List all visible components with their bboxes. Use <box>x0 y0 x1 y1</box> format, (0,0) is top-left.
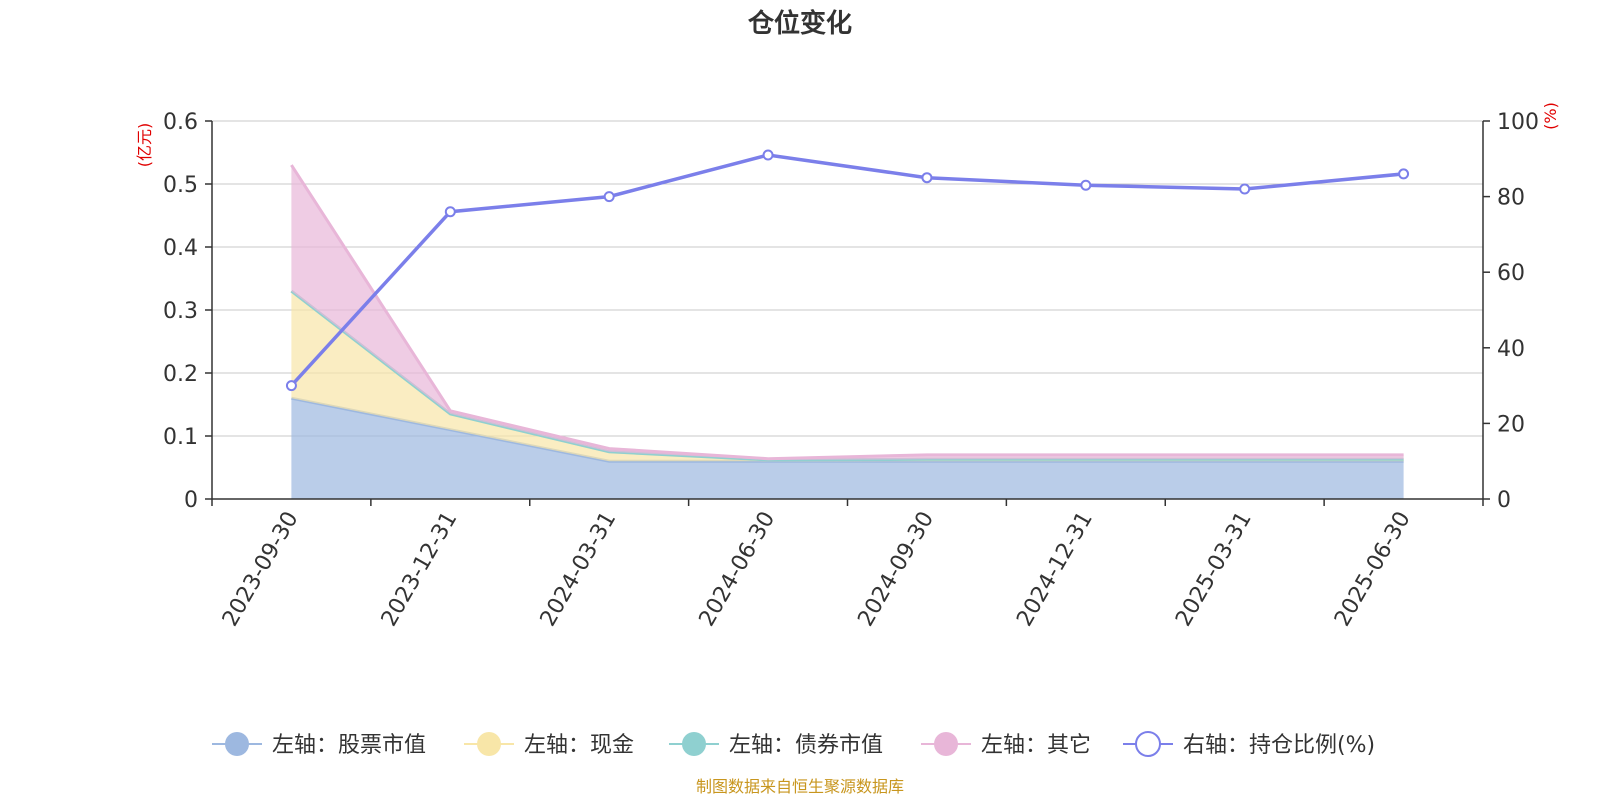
legend-item: 右轴：持仓比例(%) <box>1123 731 1375 758</box>
line-point <box>1398 168 1410 180</box>
x-tick-label: 2025-03-31 <box>1171 508 1257 631</box>
x-tick-label: 2024-09-30 <box>853 508 939 631</box>
line-右轴：持仓比例(%) <box>290 153 1404 387</box>
left-tick-label: 0.5 <box>163 173 198 198</box>
legend-item: 左轴：股票市值 <box>212 732 426 758</box>
x-tick-label: 2024-06-30 <box>695 508 781 631</box>
legend-item: 左轴：现金 <box>464 732 634 758</box>
ratio-line-layer <box>285 149 1410 392</box>
left-tick-label: 0.2 <box>163 362 198 387</box>
line-point <box>1080 179 1092 191</box>
right-tick-label: 20 <box>1497 412 1525 437</box>
right-tick-label: 40 <box>1497 337 1525 362</box>
legend-label: 左轴：股票市值 <box>272 733 426 758</box>
stacked-areas <box>290 164 1404 499</box>
left-tick-label: 0.1 <box>163 425 198 450</box>
legend-marker <box>934 732 958 756</box>
left-tick-label: 0.6 <box>163 110 198 135</box>
x-tick-label: 2024-12-31 <box>1012 508 1098 631</box>
legend-item: 左轴：债券市值 <box>669 732 883 758</box>
legend-item: 左轴：其它 <box>921 732 1091 758</box>
legend-marker <box>682 732 706 756</box>
line-point <box>285 380 297 392</box>
source-note: 制图数据来自恒生聚源数据库 <box>696 777 904 796</box>
legend: 左轴：股票市值 左轴：现金 左轴：债券市值 左轴：其它 右轴：持仓比例(%) <box>212 731 1375 758</box>
legend-marker <box>225 732 249 756</box>
chart-title: 仓位变化 <box>747 8 852 39</box>
line-point <box>603 191 615 203</box>
right-tick-label: 80 <box>1497 186 1525 211</box>
x-tick-label: 2024-03-31 <box>536 508 622 631</box>
left-tick-label: 0.3 <box>163 299 198 324</box>
right-axis-unit: (%) <box>1541 102 1560 130</box>
x-tick-label: 2023-12-31 <box>377 508 463 631</box>
legend-label: 左轴：债券市值 <box>729 733 883 758</box>
legend-label: 左轴：其它 <box>981 733 1091 758</box>
right-tick-label: 0 <box>1497 488 1511 513</box>
right-tick-label: 100 <box>1497 110 1539 135</box>
x-tick-label: 2025-06-30 <box>1330 508 1416 631</box>
legend-label: 右轴：持仓比例(%) <box>1183 733 1375 758</box>
legend-marker <box>477 732 501 756</box>
line-point <box>444 206 456 218</box>
legend-marker <box>1135 731 1161 757</box>
left-axis-unit: (亿元) <box>135 123 154 168</box>
legend-label: 左轴：现金 <box>524 733 634 758</box>
left-tick-label: 0.4 <box>163 236 198 261</box>
area-左轴：股票市值 <box>291 398 1404 499</box>
line-point <box>1239 183 1251 195</box>
x-tick-label: 2023-09-30 <box>218 508 304 631</box>
line-point <box>921 172 933 184</box>
line-point <box>762 149 774 161</box>
left-tick-label: 0 <box>184 488 198 513</box>
right-tick-label: 60 <box>1497 261 1525 286</box>
area-edge-左轴：其它 <box>290 164 1404 461</box>
